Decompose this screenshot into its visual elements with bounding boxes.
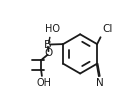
Text: HO: HO (45, 24, 60, 34)
Text: N: N (96, 78, 103, 88)
Text: B: B (44, 40, 52, 50)
Text: Cl: Cl (102, 24, 112, 34)
Text: O: O (44, 48, 53, 58)
Text: OH: OH (37, 78, 52, 88)
